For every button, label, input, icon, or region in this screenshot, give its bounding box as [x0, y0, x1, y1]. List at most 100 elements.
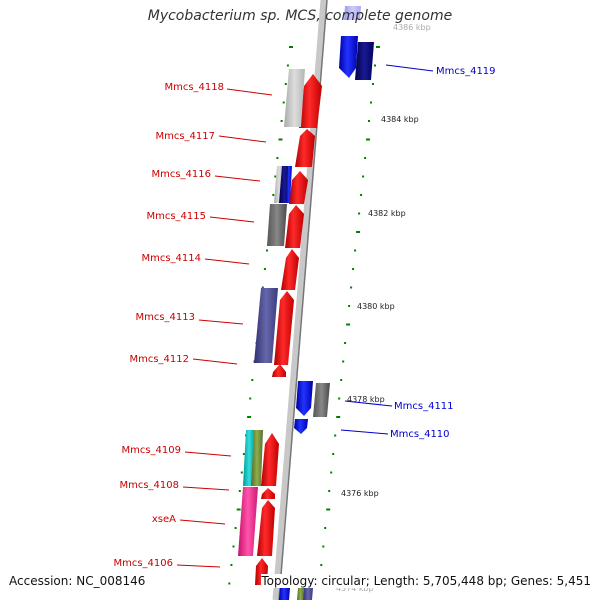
label-xsea[interactable]: xseA	[152, 514, 176, 525]
left-ruler-tick	[240, 471, 243, 474]
gene-mmcs-4111-blue	[296, 381, 313, 416]
right-ruler-tick	[346, 323, 351, 326]
gene-mmcs-4119-blue	[339, 36, 358, 78]
right-ruler-tick	[360, 194, 363, 196]
gene-red-5	[281, 249, 299, 290]
gene-mmcs-4115	[267, 204, 287, 246]
gene-red-2	[295, 129, 315, 167]
gene-red-3	[289, 171, 308, 204]
gene-bottom-blue	[279, 588, 290, 600]
label-mmcs-4108[interactable]: Mmcs_4108	[119, 480, 179, 491]
right-ruler-tick	[354, 249, 357, 252]
page-title: Mycobacterium sp. MCS, complete genome	[147, 8, 453, 24]
label-mmcs-4118[interactable]: Mmcs_4118	[164, 82, 224, 93]
left-ruler-tick	[242, 453, 245, 455]
left-ruler-tick	[228, 582, 231, 585]
gene-mmcs-4113	[254, 288, 278, 363]
left-gene-labels: Mmcs_4118 Mmcs_4117 Mmcs_4116 Mmcs_4115 …	[113, 82, 224, 569]
right-ruler-tick	[376, 46, 380, 48]
right-ruler-tick	[326, 508, 331, 511]
right-ruler-tick	[358, 212, 361, 215]
ruler-label-4386: 4386 kbp	[393, 23, 431, 32]
gene-mmcs-4109-olive	[251, 430, 263, 486]
left-ruler-tick	[236, 508, 241, 511]
ruler-label-4374: 4374 kbp	[336, 584, 374, 593]
left-ruler-tick	[238, 490, 241, 492]
gene-bottom-olive	[297, 588, 304, 600]
gene-red-4	[285, 205, 304, 248]
left-ruler-tick	[276, 157, 279, 159]
right-ruler-tick	[340, 379, 343, 381]
right-ruler-tick	[324, 527, 327, 529]
right-ruler-tick	[322, 545, 325, 548]
gene-mmcs-4116-blue	[286, 166, 292, 203]
left-ruler-tick	[234, 527, 237, 529]
left-ruler-tick	[247, 416, 252, 418]
right-ruler-tick	[330, 471, 333, 474]
left-ruler-tick	[232, 545, 235, 548]
right-ruler-tick	[364, 157, 367, 159]
gene-red-8	[261, 433, 279, 486]
right-ruler-tick	[372, 83, 374, 85]
label-mmcs-4110[interactable]: Mmcs_4110	[390, 429, 450, 440]
right-ruler-tick	[370, 101, 372, 104]
label-mmcs-4111[interactable]: Mmcs_4111	[394, 401, 454, 412]
right-ruler-tick	[366, 138, 370, 141]
label-mmcs-4106[interactable]: Mmcs_4106	[113, 558, 173, 569]
left-ruler-tick	[284, 83, 287, 85]
right-ruler-tick	[332, 453, 335, 455]
right-gene-labels: Mmcs_4119 Mmcs_4111 Mmcs_4110	[390, 66, 496, 440]
right-ruler-tick	[368, 120, 370, 122]
gene-mmcs-4118	[284, 69, 305, 127]
gene-mmcs-4110-blue	[294, 419, 308, 434]
label-mmcs-4115[interactable]: Mmcs_4115	[146, 211, 206, 222]
right-ruler-tick	[374, 64, 376, 67]
gene-mmcs-4108-pink	[238, 487, 258, 556]
right-ruler-tick	[320, 564, 323, 566]
left-ruler-tick	[249, 397, 252, 400]
gene-red-7	[272, 364, 286, 377]
left-ruler-tick	[263, 268, 266, 270]
gene-red-10	[257, 500, 275, 556]
left-ruler-tick	[286, 64, 289, 67]
accession-text: Accession: NC_008146	[9, 574, 146, 588]
label-mmcs-4117[interactable]: Mmcs_4117	[155, 131, 215, 142]
right-ruler-tick	[342, 360, 345, 363]
right-ruler-tick	[336, 416, 341, 418]
right-ruler-tick	[348, 305, 351, 307]
right-ruler-tick	[362, 175, 365, 178]
gene-mmcs-4119-navy	[355, 42, 374, 80]
gene-faint-top	[344, 6, 361, 20]
gene-mmcs-4111-gray	[313, 383, 330, 417]
ruler-label-4380: 4380 kbp	[357, 302, 395, 311]
label-mmcs-4109[interactable]: Mmcs_4109	[121, 445, 181, 456]
left-ruler-tick	[266, 249, 268, 252]
left-leader-lines	[176, 88, 273, 568]
label-mmcs-4114[interactable]: Mmcs_4114	[141, 253, 201, 264]
gene-bottom-purple	[303, 588, 313, 600]
left-ruler-tick	[261, 286, 264, 289]
right-ruler-tick	[334, 434, 337, 437]
label-mmcs-4112[interactable]: Mmcs_4112	[129, 354, 189, 365]
label-mmcs-4116[interactable]: Mmcs_4116	[151, 169, 211, 180]
left-ruler-tick	[251, 379, 254, 381]
right-ruler-tick	[338, 397, 341, 400]
ruler-label-4376: 4376 kbp	[341, 489, 379, 498]
left-ruler-tick	[272, 194, 275, 196]
gene-red-6	[274, 291, 294, 365]
left-ruler-tick	[274, 175, 277, 178]
gene-red-1	[299, 74, 322, 128]
left-ruler-tick	[280, 120, 283, 122]
left-ruler-tick	[282, 101, 285, 104]
left-ruler-tick	[278, 138, 283, 141]
right-ruler-tick	[356, 231, 361, 233]
left-ruler-tick	[230, 564, 233, 566]
label-mmcs-4119[interactable]: Mmcs_4119	[436, 66, 496, 77]
left-ruler-tick	[289, 46, 293, 48]
ruler-label-4384: 4384 kbp	[381, 115, 419, 124]
label-mmcs-4113[interactable]: Mmcs_4113	[135, 312, 195, 323]
right-leader-lines	[340, 64, 434, 435]
right-ruler-tick	[328, 490, 331, 492]
ruler-label-4378: 4378 kbp	[347, 395, 385, 404]
